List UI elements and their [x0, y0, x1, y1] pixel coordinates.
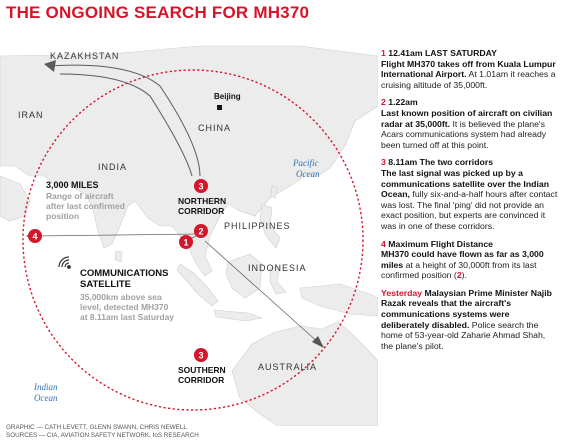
timeline-head-1: 12.41am LAST SATURDAY — [388, 48, 497, 58]
timeline-lead-2: Last known position of aircraft on civil… — [381, 107, 553, 129]
south-arrow-head — [312, 336, 324, 348]
satellite-sub-3: at 8.11am last Saturday — [80, 312, 174, 322]
corridor-arc-inner — [59, 73, 193, 177]
satellite-sub-1: 35,000km above sea — [80, 292, 162, 302]
range-subtext: Range of aircraft after last confirmed p… — [46, 191, 125, 221]
marker-1-label: 1 — [183, 238, 188, 248]
satellite-title: COMMUNICATIONS SATELLITE — [80, 268, 168, 290]
label-kazakhstan: KAZAKHSTAN — [50, 51, 119, 61]
timeline-head-4: Maximum Flight Distance — [388, 238, 494, 249]
landmass-australia — [231, 321, 378, 426]
satellite-title-1: COMMUNICATIONS — [80, 268, 168, 279]
label-indonesia: INDONESIA — [248, 263, 307, 273]
label-pacific: Pacific — [292, 158, 319, 168]
range-sub-2: after last confirmed — [46, 201, 125, 211]
timeline-lead-1: Flight MH370 takes off from Kuala Lumpur… — [381, 58, 556, 80]
satellite-title-2: SATELLITE — [80, 279, 131, 290]
landmass-srilanka — [114, 250, 123, 263]
country-labels: KAZAKHSTAN IRAN CHINA INDIA PHILIPPINES … — [18, 51, 317, 372]
path-line-to-4 — [31, 233, 201, 237]
landmass-java — [213, 309, 264, 322]
range-sub-1: Range of aircraft — [46, 191, 114, 201]
northern-label-2: CORRIDOR — [178, 206, 224, 216]
timeline-rest-4: at a height of 30,000ft from its last co… — [381, 259, 537, 281]
landmass-philippines — [259, 203, 281, 249]
timeline-rest-5: Police search the home of 53-year-old Za… — [381, 319, 546, 351]
timeline-head-3: 8.11am The two corridors — [388, 157, 494, 168]
timeline-num-3: 3 — [381, 157, 386, 168]
label-india: INDIA — [98, 162, 127, 172]
range-sub-3: position — [46, 211, 79, 221]
label-pacific-2: Ocean — [296, 169, 320, 179]
timeline-rest-3: fully six-and-a-half hours after contact… — [381, 189, 558, 231]
marker-2: 2 — [194, 224, 208, 238]
landmass-newguinea — [299, 283, 378, 317]
marker-1: 1 — [179, 235, 193, 249]
landmass-taiwan — [270, 185, 278, 199]
range-title: 3,000 MILES — [46, 180, 99, 190]
credit-sources: SOURCES — CIA, AVIATION SAFETY NETWORK, … — [6, 431, 199, 439]
timeline-panel: 1 12.41am LAST SATURDAY Flight MH370 tak… — [381, 48, 559, 358]
timeline-head-2: 1.22am — [388, 97, 418, 108]
satellite-icon — [58, 256, 71, 269]
timeline-num-4: 4 — [381, 238, 386, 249]
corridor-arc-outer — [47, 64, 201, 177]
ocean-labels: Pacific Ocean Indian Ocean — [33, 158, 320, 403]
marker-4: 4 — [28, 229, 42, 243]
marker-3-south-label: 3 — [198, 351, 203, 361]
map: KAZAKHSTAN IRAN CHINA INDIA PHILIPPINES … — [0, 45, 378, 426]
timeline-item-5: Yesterday Malaysian Prime Minister Najib… — [381, 288, 559, 352]
timeline-rest-1: At 1.01am it reaches a cruising altitude… — [381, 69, 556, 90]
landmass-arabia — [0, 175, 31, 222]
range-circle — [22, 69, 364, 411]
credit-graphic: GRAPHIC — CATH LEVETT, GLENN SWANN, CHRI… — [6, 424, 187, 431]
label-philippines: PHILIPPINES — [224, 221, 291, 231]
landmass-sulawesi — [269, 265, 287, 295]
timeline-ref-4: 2 — [456, 270, 462, 281]
marker-3-south: 3 — [194, 348, 208, 362]
satellite-subtext: 35,000km above sea level, detected MH370… — [80, 292, 174, 322]
timeline-item-4: 4 Maximum Flight Distance MH370 could ha… — [381, 239, 559, 281]
southern-label-2: CORRIDOR — [178, 375, 224, 385]
page-title: THE ONGOING SEARCH FOR MH370 — [6, 3, 310, 22]
credits: GRAPHIC — CATH LEVETT, GLENN SWANN, CHRI… — [6, 424, 199, 439]
timeline-item-1: 1 12.41am LAST SATURDAY Flight MH370 tak… — [381, 48, 559, 90]
timeline-head-5: Yesterday — [381, 287, 423, 298]
satellite-sub-2: level, detected MH370 — [80, 302, 169, 312]
timeline-item-3: 3 8.11am The two corridors The last sign… — [381, 157, 559, 231]
label-australia: AUSTRALIA — [258, 362, 317, 372]
marker-4-label: 4 — [32, 232, 37, 242]
timeline-close-4: ). — [461, 270, 467, 281]
timeline-lead-5: Malaysian Prime Minister Najib Razak rev… — [381, 287, 552, 330]
timeline-item-2: 2 1.22am Last known position of aircraft… — [381, 97, 559, 150]
corridor-labels: NORTHERN CORRIDOR SOUTHERN CORRIDOR — [178, 196, 226, 385]
southern-label-1: SOUTHERN — [178, 365, 226, 375]
marker-3-north-label: 3 — [198, 182, 203, 192]
label-beijing: Beijing — [214, 92, 241, 101]
marker-2-label: 2 — [198, 227, 203, 237]
timeline-num-1: 1 — [381, 48, 386, 58]
marker-3-north: 3 — [194, 179, 208, 193]
landmass-eurasia — [0, 45, 378, 277]
northern-corridor-arcs — [47, 64, 201, 177]
timeline-lead-4: MH370 could have flown as far as 3,000 m… — [381, 249, 544, 270]
path-line-to-south — [204, 240, 321, 345]
beijing-marker — [217, 105, 222, 110]
label-indian-2: Ocean — [34, 393, 58, 403]
timeline-rest-2: It is believed the plane's Acars communi… — [381, 118, 547, 150]
label-indian: Indian — [33, 382, 58, 392]
timeline-lead-3: The last signal was picked up by a commu… — [381, 167, 549, 200]
timeline-num-2: 2 — [381, 97, 386, 108]
northern-arrow-head — [44, 60, 56, 72]
northern-label-1: NORTHERN — [178, 196, 226, 206]
label-iran: IRAN — [18, 110, 44, 120]
landmass-sumatra — [176, 263, 219, 307]
label-china: CHINA — [198, 123, 231, 133]
